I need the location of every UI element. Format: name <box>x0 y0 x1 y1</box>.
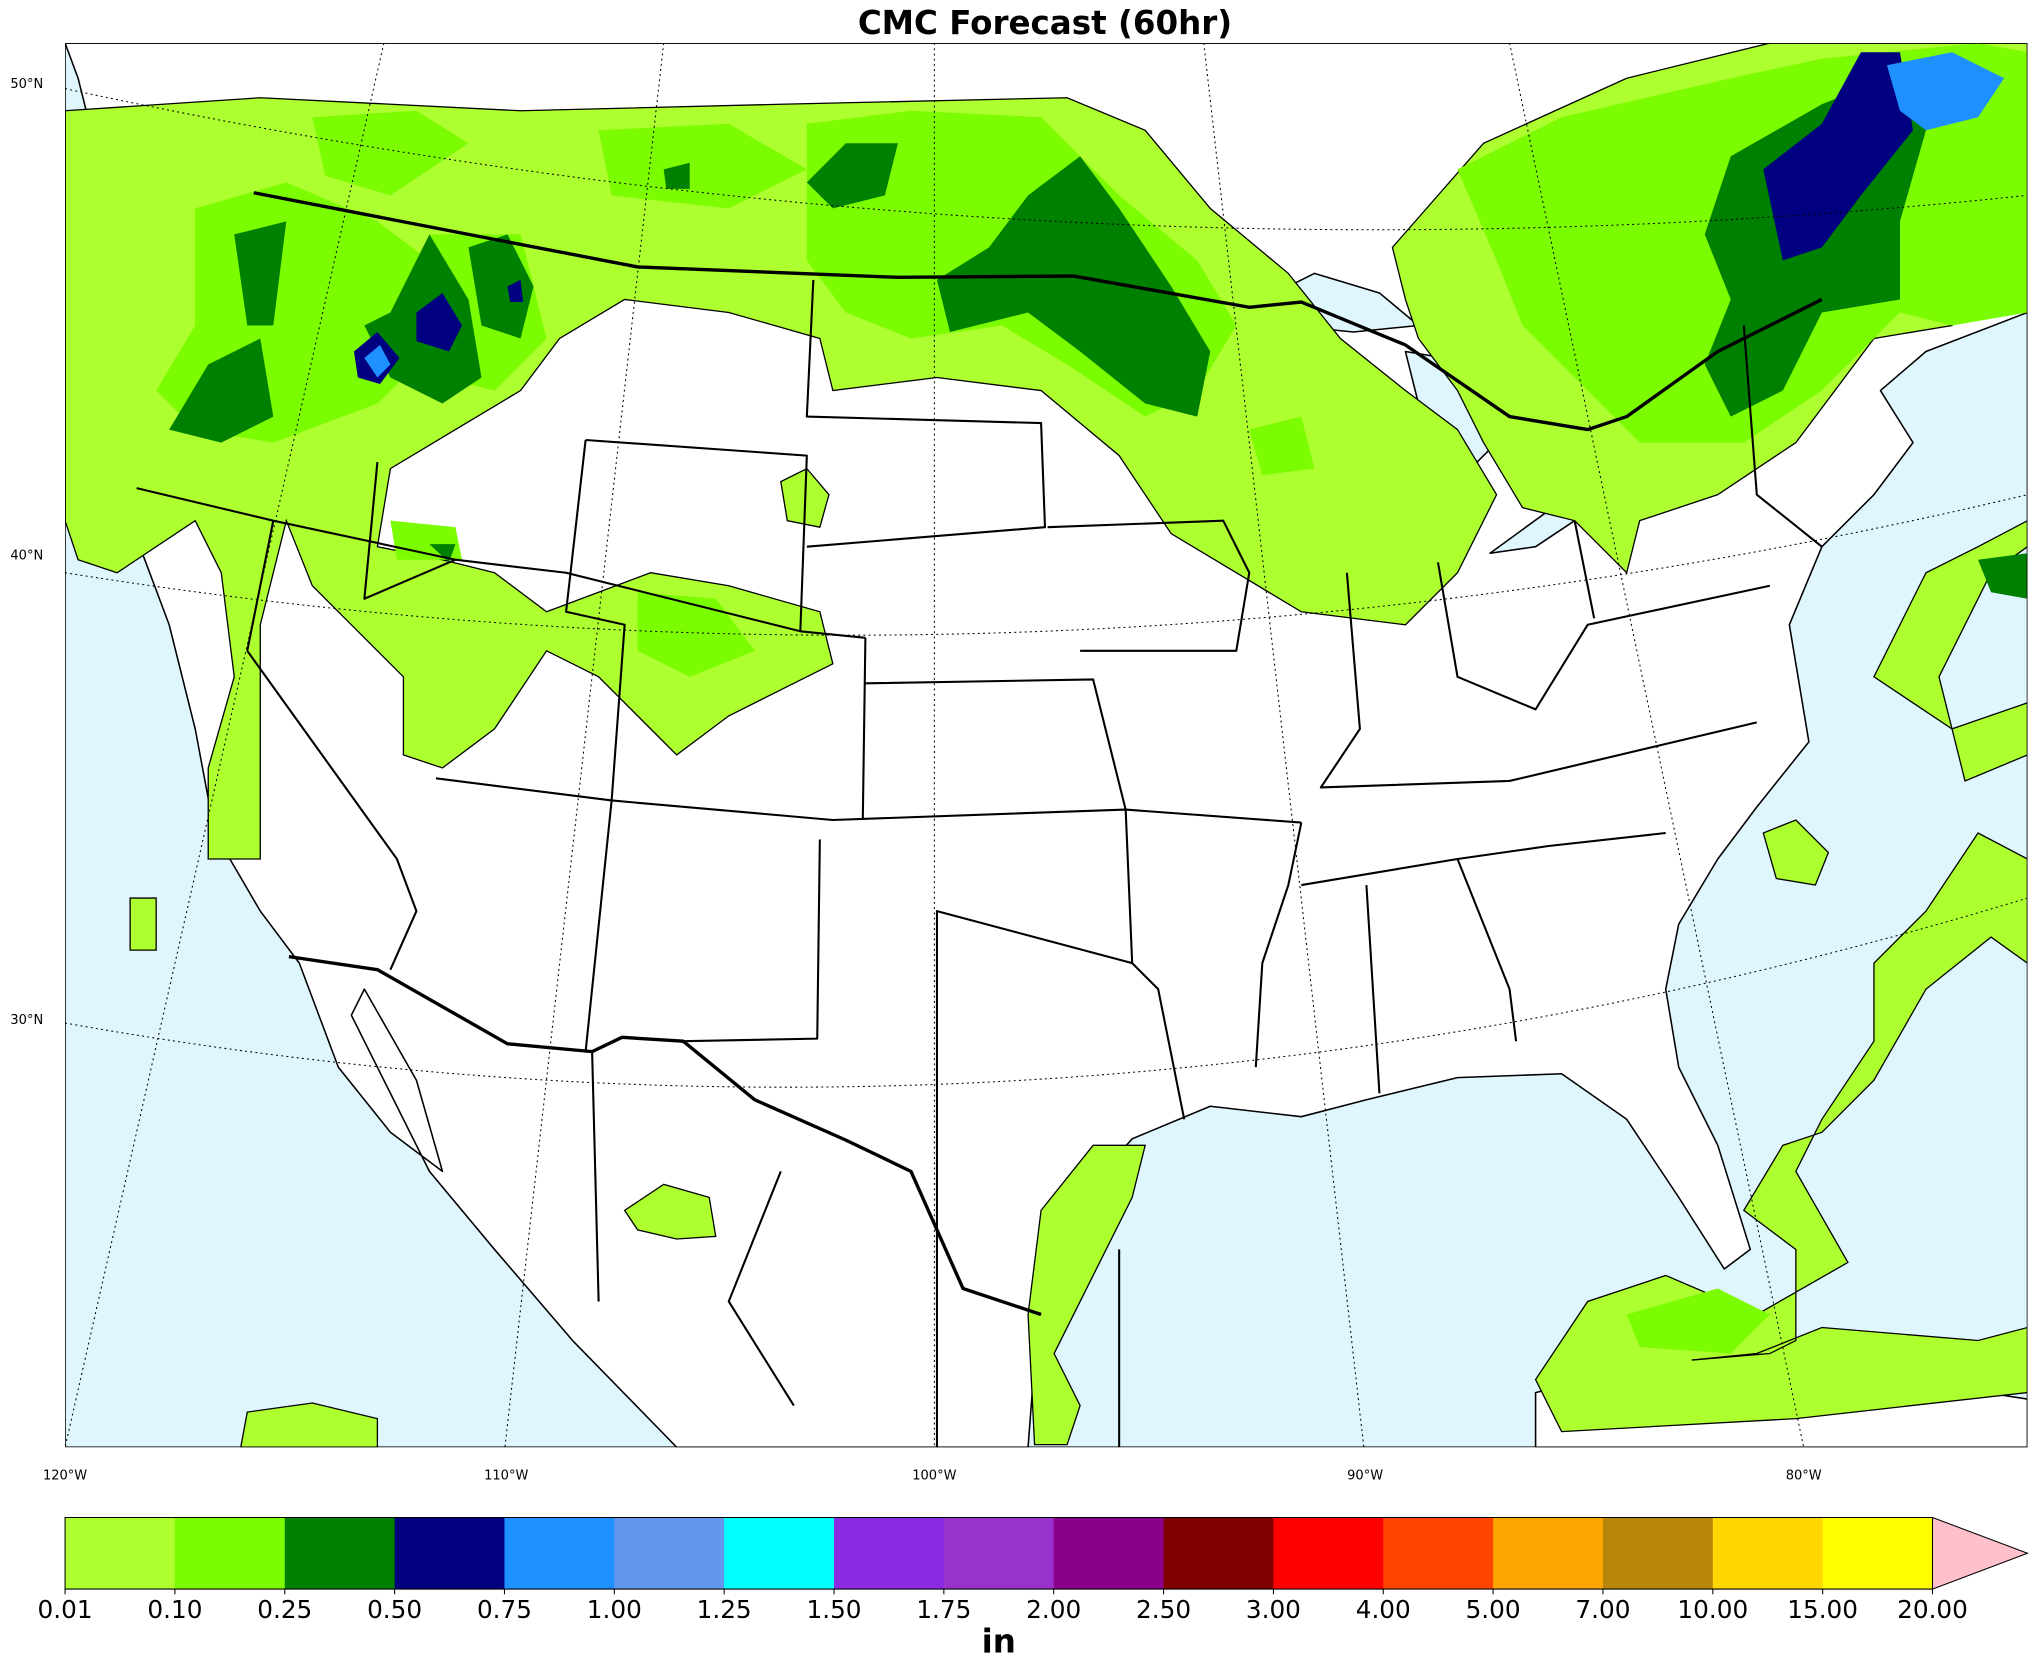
colorbar-tick-label: 0.01 <box>38 1595 93 1624</box>
title: CMC Forecast (60hr) <box>858 4 1232 42</box>
colorbar-segment <box>1053 1517 1164 1590</box>
colorbar-outline <box>64 1516 1933 1590</box>
colorbar-tick-label: 1.75 <box>916 1595 971 1624</box>
colorbar-tick-label: 0.25 <box>257 1595 312 1624</box>
graticule <box>65 43 2028 1448</box>
colorbar-segment <box>1163 1517 1274 1590</box>
colorbar-segment <box>1712 1517 1824 1590</box>
colorbar-tick-label: 0.75 <box>477 1595 532 1624</box>
colorbar-tick-label: 15.00 <box>1787 1595 1858 1624</box>
colorbar-tick-label: 0.10 <box>147 1595 202 1624</box>
colorbar-tick-label: 1.00 <box>587 1595 642 1624</box>
lon-label: 110°W <box>484 1468 528 1483</box>
lon-label: 100°W <box>912 1468 956 1483</box>
colorbar-tick-label: 0.50 <box>367 1595 422 1624</box>
colorbar-segment <box>1273 1517 1384 1590</box>
borders <box>136 191 1823 1448</box>
lon-label: 80°W <box>1786 1468 1822 1483</box>
colorbar-tick-label: 20.00 <box>1897 1595 1968 1624</box>
colorbar: 0.01 0.10 0.25 0.50 0.75 1.00 1.25 1.50 1.75 2.00… <box>38 1516 2029 1661</box>
colorbar-segment <box>834 1517 945 1590</box>
lat-label: 40°N <box>10 548 43 563</box>
colorbar-segment <box>394 1517 505 1590</box>
colorbar-tick-label: 3.00 <box>1246 1595 1301 1624</box>
colorbar-tick-label: 1.50 <box>806 1595 861 1624</box>
colorbar-tick-label: 4.00 <box>1356 1595 1411 1624</box>
colorbar-segment <box>724 1517 835 1590</box>
lon-labels: 120°W 110°W 100°W 90°W 80°W <box>43 1468 1822 1483</box>
lat-label: 30°N <box>10 1013 43 1028</box>
colorbar-tick-label: 10.00 <box>1677 1595 1748 1624</box>
colorbar-segment <box>1493 1517 1604 1590</box>
map <box>65 43 2028 1448</box>
colorbar-segment <box>65 1517 176 1590</box>
lat-labels: 50°N 40°N 30°N <box>10 77 43 1028</box>
colorbar-segment <box>943 1517 1055 1590</box>
colorbar-extend <box>1931 1516 2029 1590</box>
colorbar-tick-label: 7.00 <box>1575 1595 1630 1624</box>
colorbar-tick-label: 5.00 <box>1466 1595 1521 1624</box>
colorbar-tick-label: 1.25 <box>697 1595 752 1624</box>
lon-label: 120°W <box>43 1468 87 1483</box>
colorbar-segment <box>1383 1517 1494 1590</box>
colorbar-segment <box>1602 1517 1714 1590</box>
lon-label: 90°W <box>1347 1468 1383 1483</box>
colorbar-tick-label: 2.00 <box>1026 1595 1081 1624</box>
colorbar-segment <box>1822 1517 1933 1590</box>
colorbar-segment <box>174 1517 286 1590</box>
colorbar-segment <box>284 1517 396 1590</box>
colorbar-tick-label: 2.50 <box>1136 1595 1191 1624</box>
colorbar-unit: in <box>982 1623 1016 1661</box>
lat-label: 50°N <box>10 77 43 92</box>
colorbar-segment <box>504 1517 615 1590</box>
colorbar-segment <box>614 1517 725 1590</box>
